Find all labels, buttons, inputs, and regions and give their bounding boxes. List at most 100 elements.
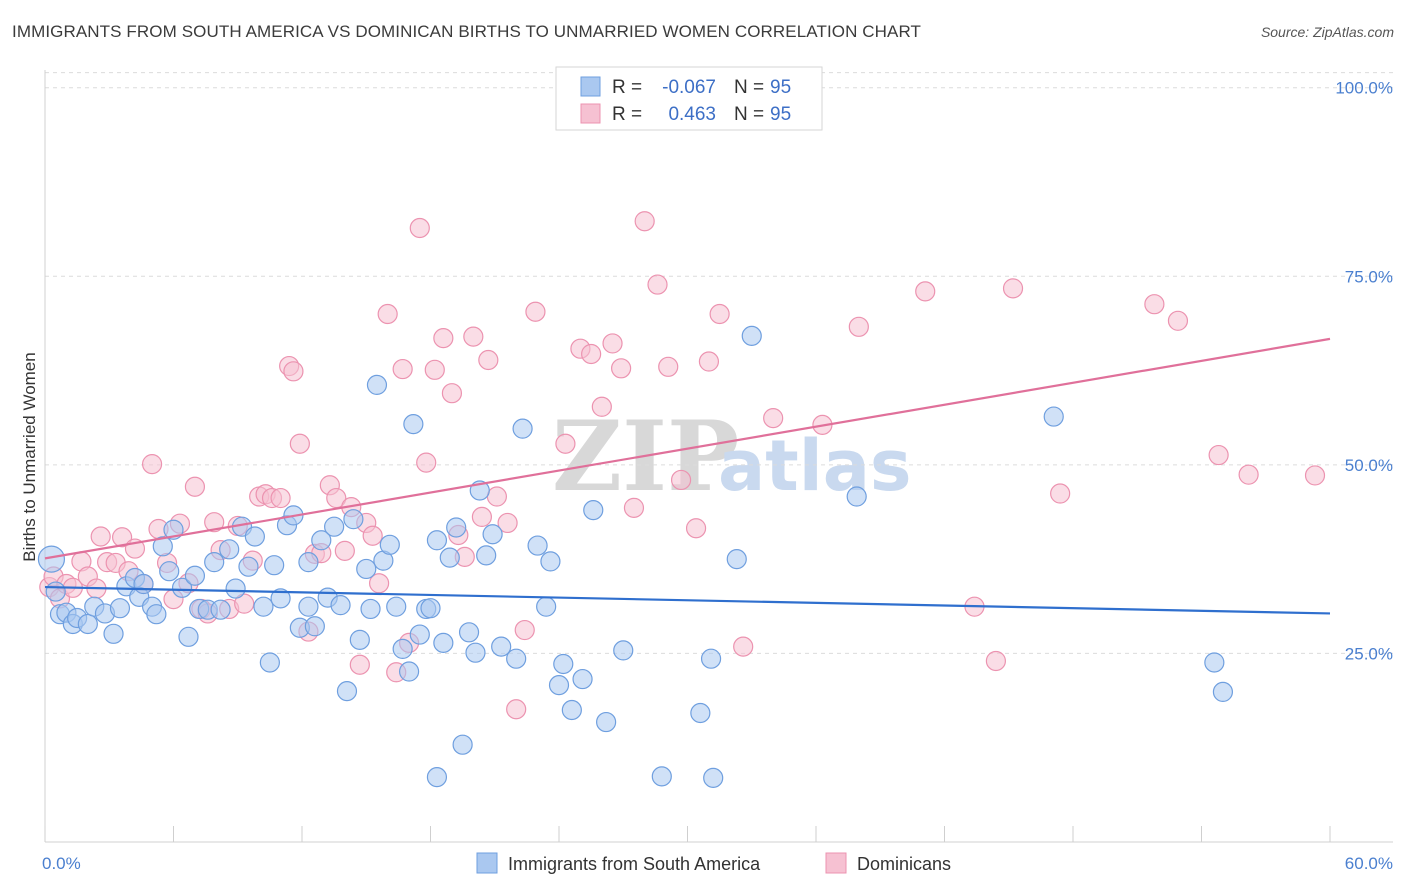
- pink-point: [709, 303, 730, 325]
- blue-point: [512, 418, 533, 439]
- x-tick-label-max: 60.0%: [1345, 854, 1393, 873]
- blue-point: [433, 632, 454, 653]
- blue-point: [506, 648, 527, 669]
- pink-point: [915, 281, 936, 302]
- legend-swatch-pink: [580, 103, 601, 124]
- pink-point: [581, 343, 602, 365]
- blue-point: [1204, 652, 1225, 673]
- pink-point: [471, 506, 492, 528]
- pink-point: [424, 359, 445, 380]
- blue-point: [703, 767, 724, 788]
- dominicans-points: [39, 211, 1326, 720]
- pink-point: [611, 358, 632, 379]
- blue-point: [356, 558, 377, 580]
- blue-point: [298, 552, 319, 573]
- pink-point: [670, 469, 692, 491]
- pink-point: [204, 512, 225, 533]
- pink-point: [591, 396, 612, 417]
- blue-point: [426, 767, 448, 788]
- pink-point: [506, 699, 527, 720]
- blue-point: [152, 536, 173, 557]
- blue-point: [343, 509, 364, 530]
- blue-point: [548, 675, 570, 696]
- blue-point: [225, 578, 246, 599]
- pink-point: [634, 211, 655, 232]
- legend-r-value-blue: -0.067: [662, 77, 716, 98]
- blue-point: [1212, 681, 1234, 702]
- y-axis-label: Births to Unmarried Women: [20, 352, 39, 561]
- blue-point: [159, 561, 180, 582]
- pink-point: [334, 540, 355, 561]
- blue-point: [583, 500, 604, 521]
- pink-point: [658, 356, 679, 377]
- south-america-points: [37, 325, 1234, 788]
- blue-point: [184, 565, 206, 586]
- blue-point: [596, 711, 617, 733]
- blue-point: [103, 623, 124, 644]
- pink-point: [1208, 444, 1229, 466]
- pink-trend-line: [44, 337, 1331, 560]
- blue-point: [426, 530, 448, 551]
- pink-point: [377, 303, 398, 325]
- blue-point: [304, 616, 325, 637]
- blue-point: [270, 588, 291, 609]
- pink-point: [184, 476, 206, 497]
- pink-point: [647, 274, 668, 295]
- blue-point: [349, 629, 370, 650]
- blue-point: [264, 555, 285, 576]
- blue-point: [458, 622, 480, 643]
- pink-point: [141, 454, 163, 475]
- pink-point: [848, 316, 869, 337]
- pink-point: [478, 349, 499, 371]
- blue-point: [366, 374, 388, 396]
- y-tick-label: 100.0%: [1335, 79, 1393, 98]
- pink-point: [1144, 294, 1165, 315]
- blue-point: [536, 596, 557, 617]
- pink-point: [362, 525, 383, 546]
- blue-point: [133, 573, 154, 595]
- blue-point: [330, 595, 351, 616]
- blue-point: [37, 545, 66, 573]
- blue-point: [1043, 406, 1064, 427]
- blue-point: [259, 652, 280, 673]
- pink-point: [1002, 278, 1024, 299]
- pink-point: [409, 217, 430, 239]
- blue-point: [491, 636, 512, 657]
- blue-point: [446, 517, 467, 538]
- blue-point: [298, 596, 319, 617]
- pink-point: [602, 333, 623, 354]
- blue-point: [146, 604, 167, 625]
- blue-point: [540, 551, 561, 572]
- blue-point: [420, 598, 441, 619]
- blue-point: [386, 596, 407, 617]
- pink-point: [369, 573, 390, 594]
- pink-point: [763, 407, 784, 429]
- pink-point: [733, 636, 754, 657]
- pink-point: [555, 433, 576, 454]
- series-legend-swatch-pink: [825, 852, 847, 874]
- y-tick-label: 75.0%: [1345, 267, 1393, 286]
- pink-point: [433, 328, 454, 349]
- pink-point: [90, 526, 111, 547]
- blue-point: [238, 556, 259, 577]
- blue-point: [452, 734, 473, 755]
- pink-point: [416, 452, 437, 473]
- blue-point: [572, 668, 593, 690]
- blue-point: [45, 581, 66, 602]
- pink-point: [111, 527, 133, 548]
- blue-point: [409, 624, 430, 645]
- blue-point: [336, 681, 358, 702]
- blue-point: [741, 325, 762, 346]
- pink-point: [392, 358, 413, 380]
- blue-point: [553, 653, 574, 675]
- blue-point: [398, 661, 420, 682]
- blue-point: [482, 524, 503, 545]
- blue-point: [77, 613, 98, 635]
- legend-n-value-pink: 95: [770, 104, 791, 125]
- series-legend-label-blue: Immigrants from South America: [508, 854, 761, 874]
- pink-point: [234, 593, 255, 614]
- pink-point: [497, 512, 518, 534]
- pink-point: [441, 383, 463, 404]
- series-legend: Immigrants from South America Dominicans: [476, 852, 951, 874]
